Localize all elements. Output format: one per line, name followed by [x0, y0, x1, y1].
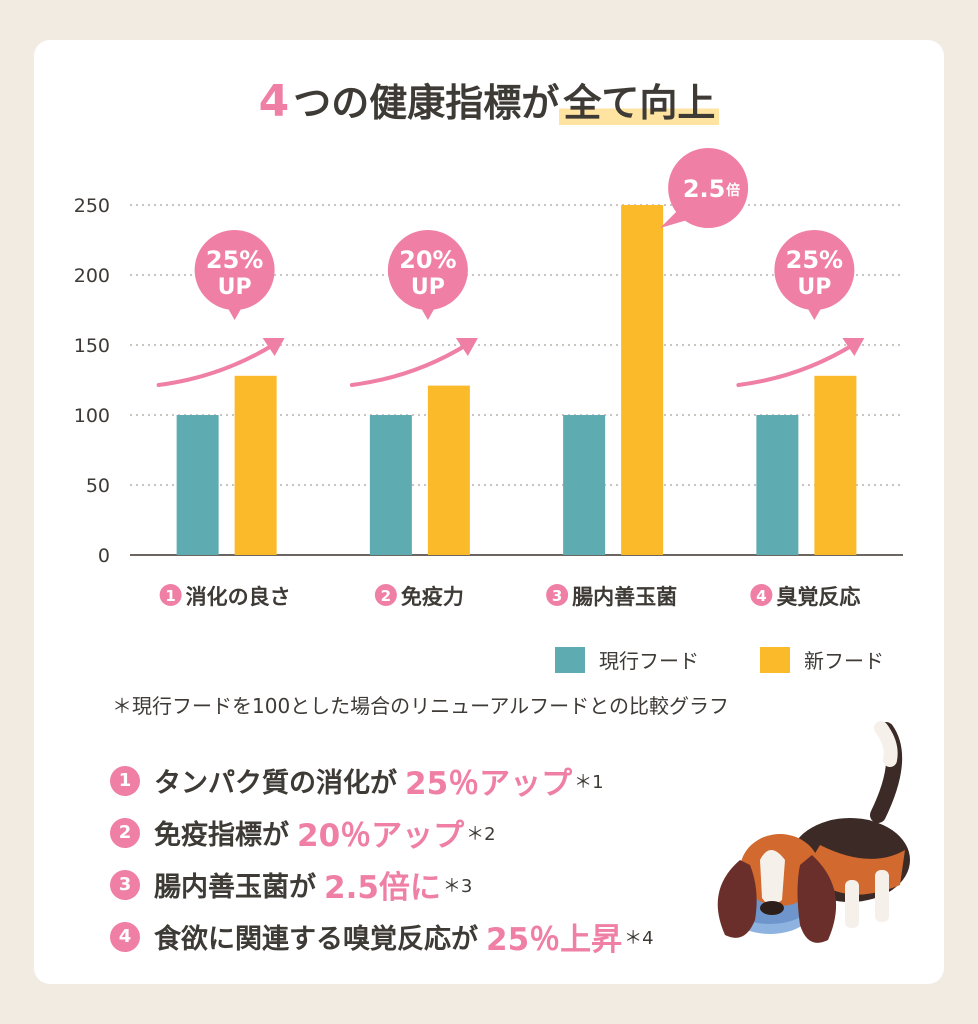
category-label: 臭覚反応: [776, 585, 860, 609]
list-item: 3 腸内善玉菌が 2.5倍に ＊3: [110, 862, 472, 907]
badge-value: 25%: [206, 246, 263, 274]
item-ref: ＊4: [624, 927, 654, 949]
bar-new: [234, 375, 277, 555]
page-title: 4 つの健康指標が 全て向上: [0, 72, 978, 127]
category-label: 腸内善玉菌: [572, 585, 677, 609]
legend-new-label: 新フード: [804, 649, 884, 673]
category-number: 1: [165, 587, 175, 605]
list-item: 4 食欲に関連する嗅覚反応が 25％上昇 ＊4: [110, 914, 654, 959]
rise-arrowhead: [842, 338, 865, 356]
y-tick-label: 150: [74, 335, 110, 357]
legend-current-label: 現行フード: [599, 649, 699, 673]
category-number-circle: [750, 584, 773, 606]
bar-new: [427, 385, 470, 555]
item-ref: ＊2: [466, 823, 496, 845]
badge-value: 20%: [399, 246, 456, 274]
legend-current-swatch: [555, 646, 585, 673]
badge-bubble: [387, 230, 468, 310]
legend-current: 現行フード: [555, 645, 699, 674]
bar-current: [756, 415, 799, 555]
badge-label: UP: [218, 275, 252, 300]
rise-arrow: [349, 342, 470, 387]
item-text: 食欲に関連する嗅覚反応が: [154, 924, 478, 955]
bar-new: [621, 205, 664, 555]
category-number: 2: [381, 587, 391, 605]
title-number: 4: [258, 76, 290, 127]
y-tick-label: 100: [74, 405, 110, 427]
item-highlight: 25％アップ: [405, 766, 573, 802]
item-number: 1: [110, 765, 140, 796]
dog-illustration: [717, 721, 910, 943]
badge-bubble: [774, 230, 855, 310]
item-number: 4: [110, 921, 140, 952]
bar-new: [814, 375, 857, 555]
badge-bubble: [194, 230, 275, 310]
bar-current: [369, 415, 412, 555]
title-highlight: 全て向上: [559, 81, 720, 125]
rise-arrowhead: [455, 338, 478, 356]
item-highlight: 2.5倍に: [324, 870, 441, 906]
item-text: 腸内善玉菌が: [154, 872, 316, 903]
badge-value: 25%: [786, 246, 843, 274]
title-prefix: つの健康指標が: [293, 81, 560, 125]
category-number-circle: [374, 584, 397, 606]
category-label: 免疫力: [401, 585, 464, 609]
badge-bubble: [668, 148, 749, 228]
category-number: 4: [756, 587, 766, 605]
list-item: 1 タンパク質の消化が 25％アップ ＊1: [110, 758, 604, 803]
bar-current: [563, 415, 606, 555]
y-tick-label: 50: [86, 475, 110, 497]
rise-arrowhead: [262, 338, 285, 356]
item-number: 2: [110, 817, 140, 848]
item-ref: ＊3: [442, 875, 473, 897]
list-item: 2 免疫指標が 20％アップ ＊2: [110, 810, 496, 855]
category-number-circle: [546, 584, 569, 606]
y-tick-label: 250: [74, 195, 110, 217]
item-text: タンパク質の消化が: [154, 768, 397, 799]
y-tick-label: 200: [74, 265, 110, 287]
item-text: 免疫指標が: [154, 820, 289, 851]
badge-suffix: 倍: [726, 182, 740, 199]
category-number-circle: [159, 584, 182, 606]
badge-label: UP: [411, 275, 445, 300]
category-number: 3: [552, 587, 562, 605]
item-highlight: 20％アップ: [297, 818, 465, 854]
rise-arrow: [156, 342, 277, 387]
rise-arrow: [736, 342, 857, 387]
item-ref: ＊1: [574, 771, 604, 793]
category-label: 消化の良さ: [186, 585, 291, 609]
y-tick-label: 0: [98, 545, 110, 567]
item-highlight: 25％上昇: [486, 922, 623, 958]
badge-value: 2.5: [683, 175, 726, 203]
badge-label: UP: [797, 275, 831, 300]
chart-note: ＊現行フードを100とした場合のリニューアルフードとの比較グラフ: [112, 694, 729, 718]
legend-new: 新フード: [760, 645, 884, 674]
legend-new-swatch: [760, 646, 790, 673]
bar-current: [176, 415, 219, 555]
item-number: 3: [110, 869, 140, 900]
